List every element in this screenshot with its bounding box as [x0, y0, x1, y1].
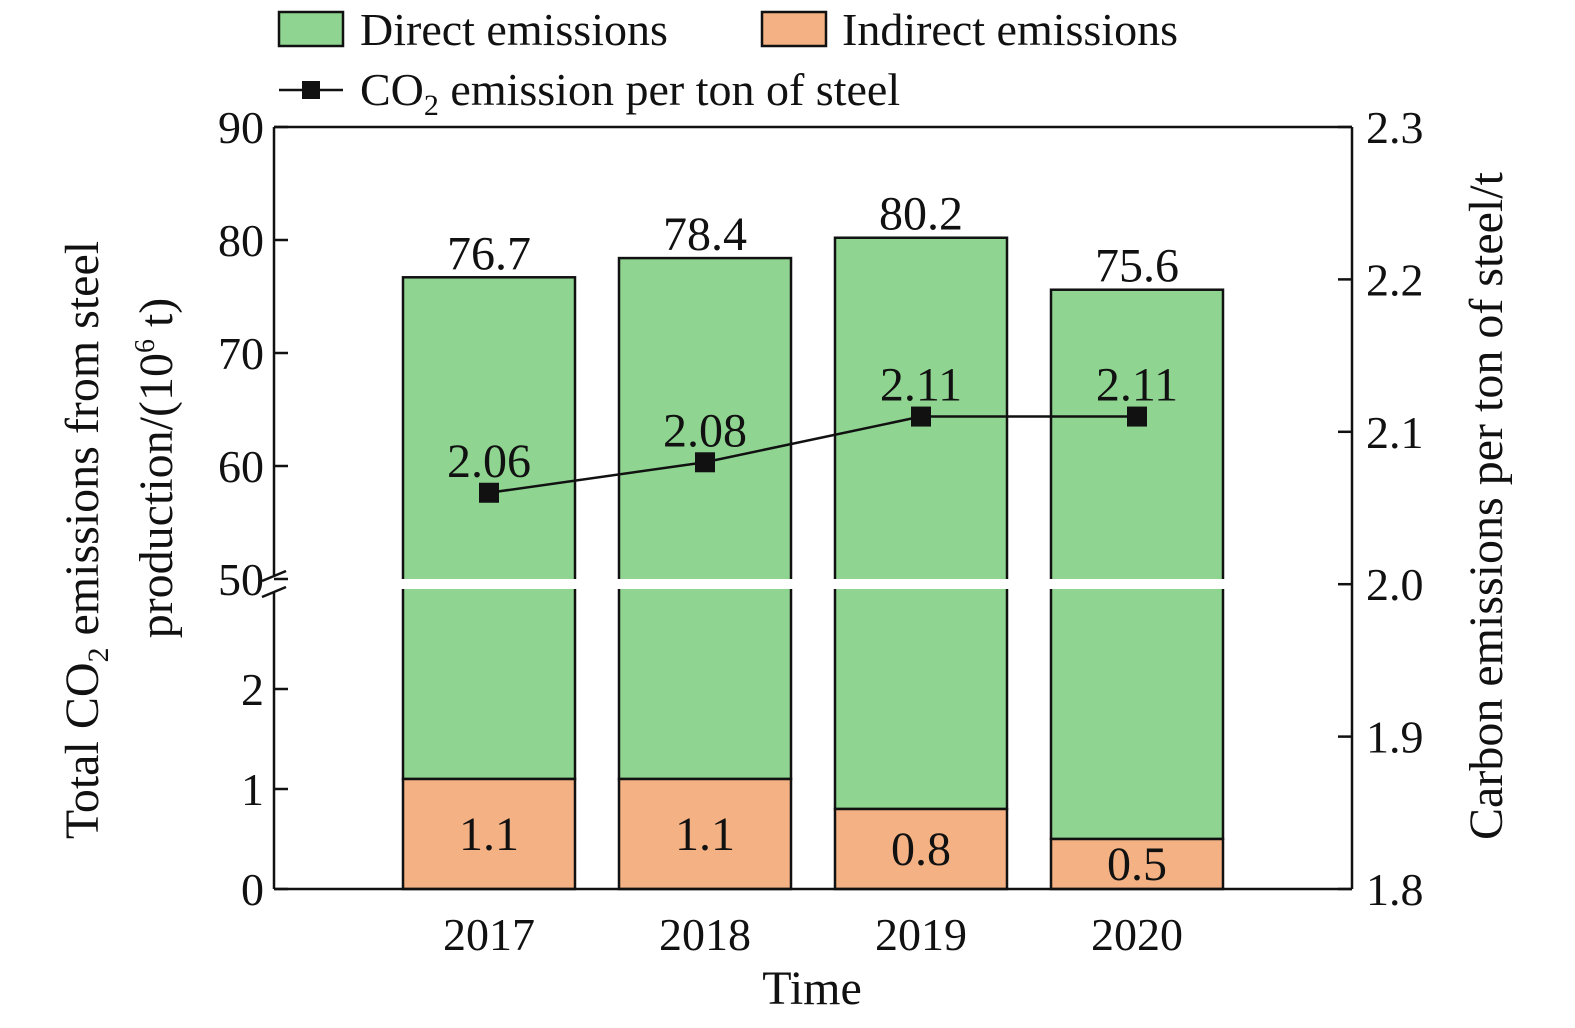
x-tick-label-2018: 2018: [659, 909, 751, 960]
indirect-label-2017: 1.1: [459, 808, 519, 861]
y2-tick-label-2.2: 2.2: [1366, 254, 1424, 305]
bar-indirect-2020: [1049, 837, 1225, 891]
y-axis-title-line2: production/(106 t): [130, 298, 183, 639]
y-tick-label-60: 60: [218, 441, 264, 492]
per-ton-label-2017: 2.06: [447, 435, 531, 488]
legend-label-indirect: Indirect emissions: [842, 4, 1178, 55]
bar-layer: [401, 236, 1225, 891]
legend-swatch-indirect: [760, 10, 828, 48]
indirect-label-2020: 0.5: [1107, 838, 1167, 891]
per-ton-label-2019: 2.11: [880, 359, 962, 412]
axes: 50 60 70 80 90 0 1 2 1.8 1.9 2.0 2.1 2.2 2.3 2017 2018 2…: [218, 102, 1424, 960]
x-tick-label-2017: 2017: [443, 909, 535, 960]
total-label-2018: 78.4: [663, 208, 747, 261]
total-label-2019: 80.2: [879, 188, 963, 241]
per-ton-line: [488, 415, 1137, 494]
y2-tick-label-2.0: 2.0: [1366, 559, 1424, 610]
break-mark-lower: [261, 585, 287, 599]
total-label-2017: 76.7: [447, 227, 531, 280]
per-ton-marker-2020: [1127, 406, 1147, 427]
bar-direct-2019: [833, 236, 1009, 811]
bar-indirect-2018: [617, 777, 793, 891]
y-tick-label-90: 90: [218, 102, 264, 153]
y2-tick-label-2.1: 2.1: [1366, 407, 1424, 458]
line-layer: [479, 406, 1147, 503]
bar-direct-2018: [617, 256, 793, 781]
y2-tick-label-2.3: 2.3: [1366, 102, 1424, 153]
legend-marker-square: [302, 81, 320, 99]
legend-label-direct: Direct emissions: [360, 4, 668, 55]
total-label-2020: 75.6: [1095, 240, 1179, 293]
y-tick-label-50: 50: [218, 554, 264, 605]
legend: Direct emissions Indirect emissions CO2 …: [277, 4, 1178, 122]
per-ton-label-2018: 2.08: [663, 404, 747, 457]
legend-label-line: CO2 emission per ton of steel: [360, 64, 900, 122]
bar-direct-2020: [1049, 288, 1225, 841]
bar-direct-2017: [401, 276, 577, 781]
x-axis-title: Time: [762, 962, 862, 1015]
indirect-label-2018: 1.1: [675, 808, 735, 861]
y-tick-label-1: 1: [241, 764, 264, 815]
y2-axis-title: Carbon emissions per ton of steel/t: [1460, 171, 1513, 840]
per-ton-marker-2019: [911, 406, 931, 427]
y2-tick-label-1.9: 1.9: [1366, 712, 1424, 763]
y-axis-title-line1: Total CO2 emissions from steel: [56, 241, 115, 839]
x-tick-label-2019: 2019: [875, 909, 967, 960]
y2-tick-label-1.8: 1.8: [1366, 864, 1424, 915]
y-axis-title: Total CO2 emissions from steel productio…: [56, 241, 183, 839]
per-ton-marker-2017: [479, 482, 499, 503]
value-labels: 76.7 1.1 2.06 78.4 1.1 2.08 80.2 0.8 2.11 75.6 0.5…: [447, 188, 1179, 891]
break-gap: [276, 579, 1350, 589]
axis-break: [276, 579, 1350, 589]
legend-swatch-direct: [277, 10, 345, 48]
x-tick-label-2020: 2020: [1091, 909, 1183, 960]
y-tick-label-80: 80: [218, 215, 264, 266]
break-mark-upper: [261, 569, 287, 583]
per-ton-label-2020: 2.11: [1096, 359, 1178, 412]
y-tick-label-0: 0: [241, 864, 264, 915]
y-tick-label-70: 70: [218, 328, 264, 379]
y-tick-label-2: 2: [241, 664, 264, 715]
per-ton-marker-2018: [695, 452, 715, 473]
indirect-label-2019: 0.8: [891, 823, 951, 876]
